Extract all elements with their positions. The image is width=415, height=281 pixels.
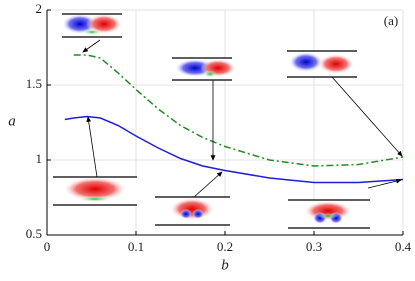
x-tick-label: 0.4 bbox=[395, 239, 412, 254]
inset bbox=[62, 13, 122, 38]
inset bbox=[172, 57, 236, 81]
x-tick-label: 0.2 bbox=[217, 239, 233, 254]
insets bbox=[53, 13, 403, 229]
series-line bbox=[73, 54, 404, 167]
y-tick-label: 0.5 bbox=[26, 226, 42, 241]
y-tick-label: 1 bbox=[36, 151, 43, 166]
arrow bbox=[86, 116, 98, 178]
y-tick-label: 2 bbox=[36, 1, 43, 16]
arrow bbox=[331, 76, 403, 157]
x-axis-label: b bbox=[221, 257, 229, 273]
inset bbox=[155, 196, 230, 226]
inset bbox=[287, 50, 357, 78]
inset bbox=[53, 176, 137, 206]
arrow bbox=[193, 171, 223, 198]
y-axis-label: a bbox=[8, 113, 16, 129]
x-tick-label: 0.3 bbox=[306, 239, 322, 254]
annotation: (a) bbox=[384, 13, 398, 28]
y-tick-label: 1.5 bbox=[26, 76, 42, 91]
x-tick-label: 0.1 bbox=[128, 239, 144, 254]
x-tick-label: 0 bbox=[44, 239, 51, 254]
arrow bbox=[82, 39, 101, 53]
plot-area: 0 0.1 0.2 0.3 0.4 0.5 1 1.5 2 bbox=[26, 1, 412, 254]
inset bbox=[288, 199, 370, 229]
arrow bbox=[367, 178, 402, 189]
